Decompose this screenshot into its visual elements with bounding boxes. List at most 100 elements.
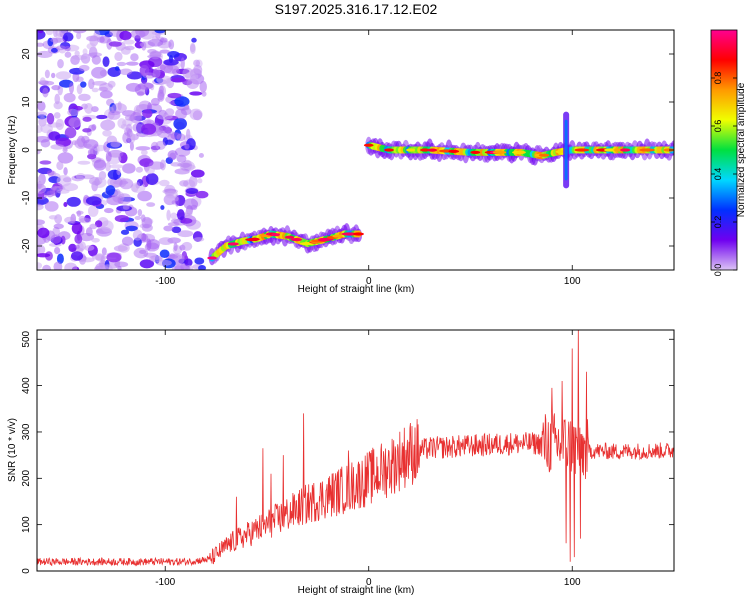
trace-core	[207, 256, 217, 260]
noise-blob	[64, 262, 78, 270]
noise-blob	[105, 162, 111, 172]
noise-blob	[181, 241, 193, 251]
noise-blob	[166, 209, 171, 221]
noise-blob	[191, 37, 197, 43]
snr-y-tick-label: 0	[21, 568, 32, 574]
noise-blob	[52, 226, 60, 237]
colorbar-tick-label: 0.8	[713, 72, 723, 85]
noise-blob	[91, 124, 97, 131]
colorbar-tick-label: 0.6	[713, 120, 723, 133]
noise-blob	[42, 264, 51, 270]
noise-blob	[77, 241, 86, 251]
snr-x-tick-label: 100	[564, 577, 581, 588]
trace-core	[420, 148, 430, 152]
noise-blob	[194, 257, 205, 265]
noise-blob	[170, 212, 178, 220]
noise-blob	[132, 123, 143, 132]
noise-blob	[109, 177, 123, 188]
trace-core	[427, 148, 438, 152]
noise-blob	[167, 92, 182, 99]
noise-blob	[130, 30, 146, 39]
noise-blob	[149, 255, 163, 263]
noise-blob	[134, 215, 142, 221]
trace-core	[227, 242, 239, 246]
noise-blob	[185, 208, 193, 218]
noise-blob	[66, 196, 81, 207]
noise-blob	[82, 116, 92, 122]
noise-blob	[170, 218, 182, 224]
colorbar-label: Normalized spectral amplitude	[736, 82, 747, 217]
noise-blob	[122, 132, 131, 144]
snr-axes: -100 0 100 0 100 200 300 400 500	[21, 330, 674, 588]
trace-core	[538, 153, 550, 157]
noise-blob	[64, 51, 72, 58]
noise-blob	[76, 31, 82, 40]
noise-blob	[71, 222, 83, 235]
noise-blob	[57, 59, 64, 69]
noise-blob	[163, 64, 180, 74]
trace-core	[574, 148, 590, 152]
noise-blob	[146, 238, 152, 251]
trace-core	[363, 143, 374, 147]
noise-blob	[174, 264, 191, 270]
noise-blob	[54, 246, 61, 255]
noise-blob	[78, 215, 86, 223]
noise-blob	[45, 30, 54, 36]
noise-blob	[132, 229, 143, 241]
noise-blob	[44, 69, 50, 79]
noise-blob	[140, 149, 148, 156]
noise-blob	[93, 159, 107, 171]
spectrogram-y-tick-label: 20	[21, 48, 32, 60]
noise-blob	[85, 227, 93, 237]
noise-blob	[150, 97, 160, 106]
noise-blob	[167, 150, 178, 160]
noise-blob	[102, 129, 112, 137]
noise-blob	[48, 131, 61, 141]
noise-blob	[86, 42, 96, 50]
noise-blob	[193, 237, 205, 242]
noise-blob	[91, 238, 100, 243]
noise-blob	[81, 135, 90, 144]
noise-blob	[37, 245, 41, 255]
noise-blob	[46, 190, 54, 198]
noise-blob	[120, 229, 130, 235]
spectrogram-y-tick-label: 10	[21, 96, 32, 108]
noise-blob	[163, 225, 174, 232]
noise-blob	[37, 101, 46, 112]
noise-blob	[42, 87, 49, 98]
noise-blob	[40, 123, 53, 134]
spectrogram-y-label: Frequency (Hz)	[7, 116, 18, 185]
noise-blob	[74, 234, 83, 244]
noise-blob	[175, 108, 187, 120]
noise-blob	[174, 168, 190, 175]
noise-blob	[71, 140, 78, 146]
noise-blob	[48, 215, 58, 220]
noise-blob	[136, 91, 145, 97]
noise-blob	[114, 51, 123, 62]
noise-blob	[82, 128, 92, 133]
noise-blob	[159, 179, 170, 187]
colorbar-tick-label: 0.0	[713, 264, 723, 277]
noise-blob	[149, 51, 162, 57]
noise-blob	[174, 96, 190, 107]
noise-blob	[184, 143, 190, 150]
noise-blob	[189, 108, 203, 121]
noise-blob	[139, 249, 147, 255]
spectrogram-plot-area	[37, 30, 674, 270]
noise-blob	[185, 188, 199, 195]
spectrogram-x-label: Height of straight line (km)	[298, 284, 415, 295]
noise-blob	[103, 208, 114, 214]
noise-blob	[91, 66, 107, 79]
noise-blob	[78, 93, 91, 102]
noise-blob	[106, 252, 122, 263]
noise-blob	[145, 173, 159, 185]
snr-frame	[36, 329, 675, 572]
noise-blob	[137, 190, 152, 202]
snr-y-tick-label: 400	[21, 377, 32, 394]
noise-blob	[142, 72, 156, 79]
noise-blob	[117, 193, 132, 205]
noise-blob	[76, 76, 84, 83]
noise-blob	[141, 41, 147, 51]
noise-blob	[168, 39, 175, 50]
